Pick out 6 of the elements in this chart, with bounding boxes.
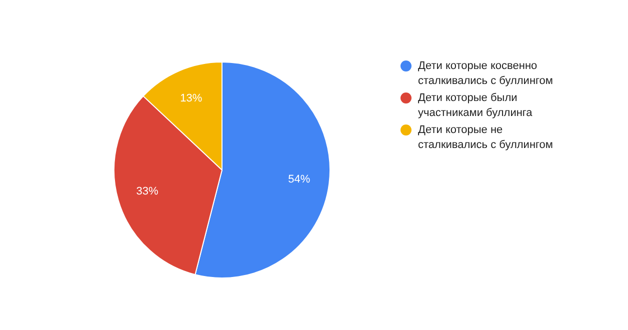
data-label: 13% [180, 92, 202, 105]
data-label: 54% [288, 174, 310, 186]
legend-label: Дети которые не сталкивались с буллингом [418, 124, 553, 151]
legend-label: Дети которые косвенно сталкивались с буллингом [418, 60, 553, 87]
legend-label: Дети которые были участниками буллинга [418, 92, 534, 119]
data-label: 33% [136, 186, 159, 198]
